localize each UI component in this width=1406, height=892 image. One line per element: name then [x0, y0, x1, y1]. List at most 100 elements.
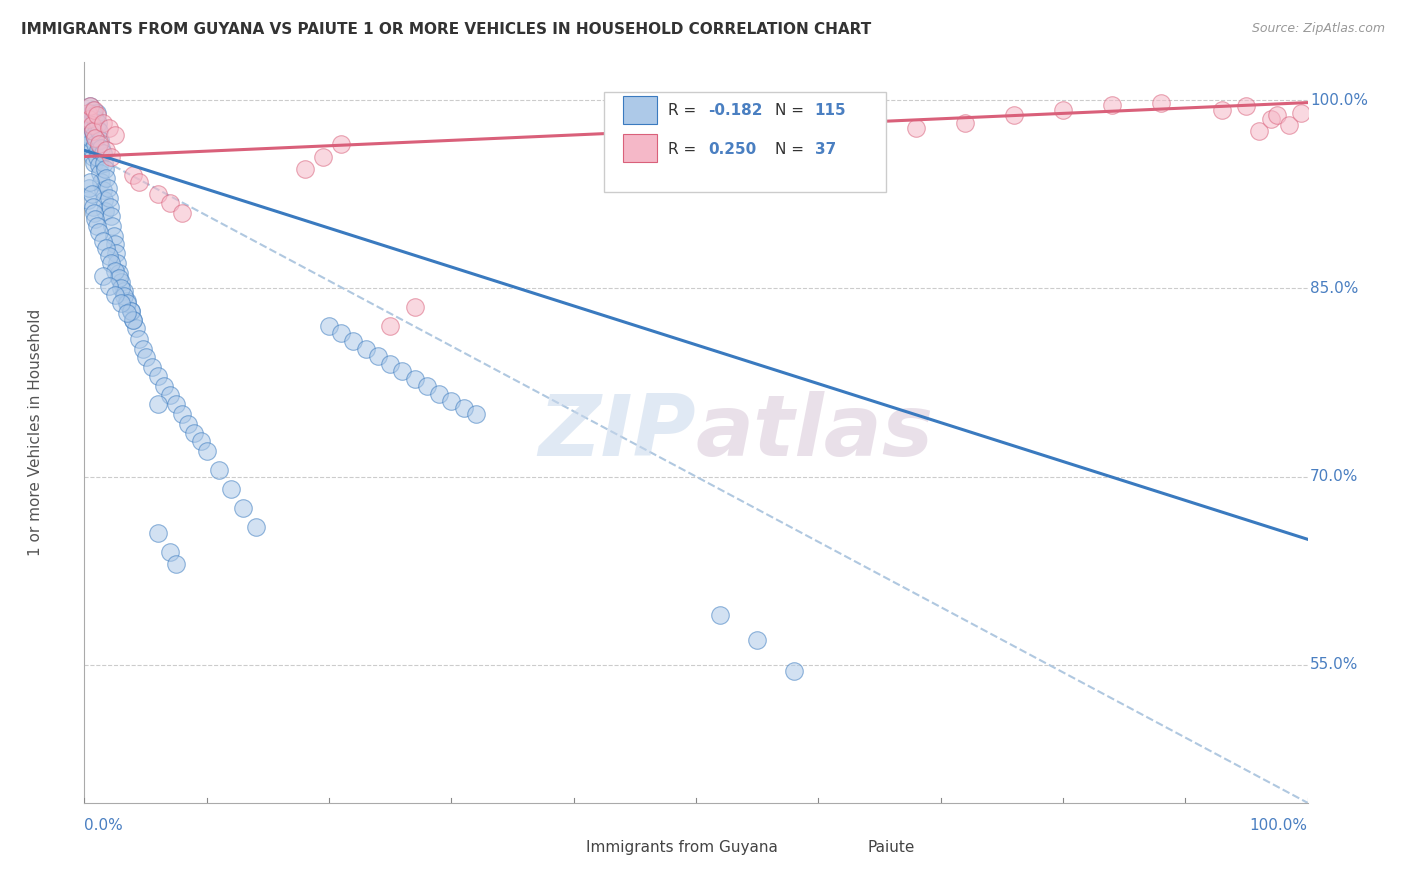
Point: [91, 183, 114, 197]
Point: [208, 463, 231, 477]
Point: [87, 116, 110, 130]
Point: [97, 278, 120, 293]
Point: [94, 203, 117, 218]
Point: [77, 105, 100, 120]
Point: [107, 266, 129, 280]
Point: [115, 306, 138, 320]
Point: [79, 99, 101, 113]
Point: [96, 170, 118, 185]
Point: [79, 112, 101, 126]
Point: [100, 209, 122, 223]
Point: [87, 158, 110, 172]
Point: [77, 194, 100, 208]
Point: [391, 364, 413, 378]
Point: [1265, 108, 1288, 122]
Point: [80, 187, 103, 202]
Point: [110, 296, 132, 310]
Point: [416, 379, 439, 393]
Text: 100.0%: 100.0%: [1310, 93, 1368, 108]
Point: [82, 150, 104, 164]
Point: [190, 434, 212, 449]
Point: [245, 520, 267, 534]
Point: [86, 108, 108, 122]
Point: [103, 228, 125, 243]
Point: [146, 369, 169, 384]
Point: [97, 249, 120, 263]
Point: [84, 112, 107, 126]
Point: [112, 284, 135, 298]
Point: [82, 124, 104, 138]
Point: [453, 401, 475, 415]
Point: [91, 234, 114, 248]
Point: [110, 281, 132, 295]
Point: [112, 289, 135, 303]
Point: [380, 318, 402, 333]
Point: [404, 300, 426, 314]
FancyBboxPatch shape: [605, 92, 886, 192]
Point: [1002, 108, 1025, 122]
Point: [91, 116, 114, 130]
Point: [165, 558, 187, 572]
Point: [318, 318, 340, 333]
Point: [97, 181, 120, 195]
Text: R =: R =: [668, 142, 702, 157]
Point: [86, 105, 108, 120]
Point: [107, 271, 129, 285]
Point: [747, 632, 769, 647]
Point: [87, 225, 110, 239]
Point: [93, 194, 115, 208]
Point: [83, 108, 105, 122]
Point: [312, 150, 335, 164]
Point: [83, 206, 105, 220]
Point: [76, 118, 98, 132]
Point: [86, 150, 108, 164]
Point: [87, 124, 110, 138]
Point: [153, 379, 176, 393]
Text: N =: N =: [776, 142, 810, 157]
Point: [905, 120, 928, 135]
Point: [82, 200, 104, 214]
Point: [84, 212, 107, 227]
Point: [77, 108, 100, 122]
Point: [104, 128, 127, 143]
Point: [86, 219, 108, 233]
Text: 37: 37: [814, 142, 837, 157]
FancyBboxPatch shape: [623, 135, 657, 162]
Point: [132, 342, 155, 356]
Point: [146, 187, 169, 202]
Point: [783, 664, 806, 678]
Point: [183, 425, 205, 440]
Point: [104, 237, 127, 252]
Text: Immigrants from Guyana: Immigrants from Guyana: [586, 840, 778, 855]
Point: [86, 120, 108, 135]
Point: [79, 99, 101, 113]
Point: [128, 331, 150, 345]
Text: 100.0%: 100.0%: [1250, 818, 1308, 833]
Point: [1101, 98, 1123, 112]
Point: [91, 145, 114, 160]
Point: [104, 264, 127, 278]
Point: [177, 417, 200, 431]
Point: [219, 482, 242, 496]
Point: [80, 143, 103, 157]
Point: [159, 545, 181, 559]
Point: [84, 136, 107, 151]
Point: [135, 351, 157, 365]
Point: [1260, 112, 1282, 126]
Text: Paiute: Paiute: [868, 840, 914, 855]
Point: [122, 312, 145, 326]
Text: 0.250: 0.250: [709, 142, 756, 157]
Point: [195, 444, 218, 458]
Point: [1052, 103, 1074, 117]
Point: [330, 136, 353, 151]
Point: [146, 397, 169, 411]
Point: [83, 156, 105, 170]
Text: 55.0%: 55.0%: [1310, 657, 1358, 673]
Point: [172, 407, 194, 421]
Point: [128, 175, 150, 189]
Text: 70.0%: 70.0%: [1310, 469, 1358, 484]
Point: [232, 500, 254, 515]
Point: [1211, 103, 1233, 117]
Point: [77, 181, 100, 195]
Point: [159, 196, 181, 211]
